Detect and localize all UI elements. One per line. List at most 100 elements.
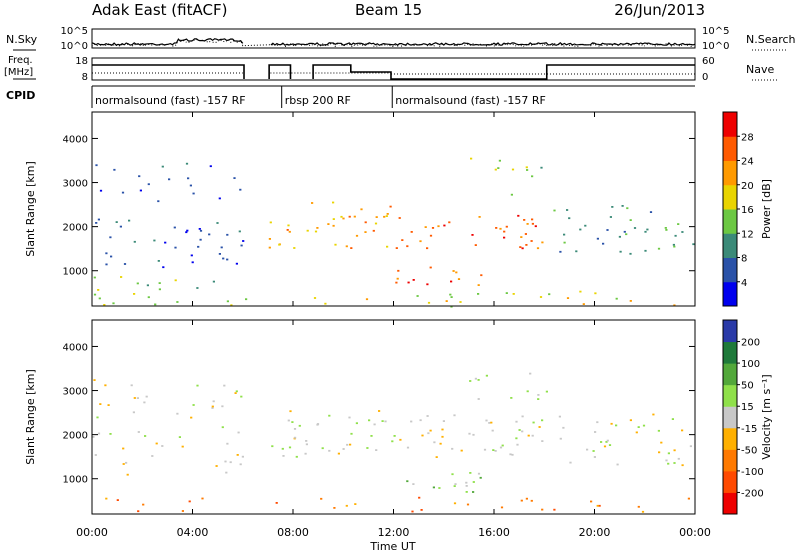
range-cell	[334, 243, 337, 246]
range-cell	[657, 247, 661, 250]
range-cell	[289, 410, 292, 413]
range-cell	[306, 229, 309, 232]
range-cell	[268, 238, 271, 240]
range-cell	[287, 419, 290, 422]
range-cell	[435, 456, 438, 458]
range-cell	[449, 293, 452, 296]
range-cell	[189, 184, 192, 187]
power-colorbar-swatch	[723, 160, 737, 186]
range-cell	[625, 233, 628, 236]
range-cell	[224, 460, 227, 463]
range-cell	[226, 300, 229, 303]
range-cell	[474, 377, 477, 380]
range-cell	[389, 205, 392, 208]
cpid-label: CPID	[6, 89, 35, 102]
range-cell	[485, 419, 488, 422]
range-cell	[233, 177, 236, 179]
range-cell	[593, 456, 596, 458]
range-cell	[234, 392, 237, 394]
range-cell	[316, 423, 319, 426]
range-cell	[211, 407, 214, 409]
time-axis-label: Time UT	[369, 540, 415, 553]
range-cell	[488, 422, 491, 424]
range-cell	[288, 230, 291, 233]
range-cell	[342, 448, 345, 450]
range-cell	[107, 404, 110, 406]
range-cell	[99, 189, 103, 192]
freq-frame	[91, 57, 696, 81]
range-cell	[649, 211, 653, 213]
range-cell	[396, 277, 399, 280]
range-cell	[438, 487, 441, 489]
range-cell	[531, 175, 534, 178]
range-cell	[157, 200, 160, 203]
x-tick-label: 12:00	[378, 526, 410, 539]
range-cell	[235, 262, 238, 265]
power-colorbar-swatch	[723, 257, 737, 283]
range-cell	[610, 422, 613, 425]
range-cell	[532, 421, 535, 424]
range-cell	[332, 201, 335, 204]
range-cell	[598, 504, 601, 507]
range-cell	[453, 485, 456, 487]
range-cell	[385, 215, 388, 217]
range-cell	[155, 442, 158, 445]
time-axis: 00:00 04:00 08:00 12:00 16:00 20:00 00:00	[76, 112, 711, 539]
range-cell	[429, 266, 432, 269]
range-cell	[452, 270, 455, 272]
range-cell	[584, 224, 587, 227]
range-cell	[451, 473, 454, 476]
range-cell	[529, 372, 532, 375]
range-cell	[176, 412, 179, 415]
range-cell	[355, 234, 359, 237]
range-cell	[471, 234, 474, 236]
y-tick-label: 3000	[63, 387, 88, 398]
range-cell	[442, 420, 445, 422]
range-cell	[110, 255, 113, 258]
range-cell	[453, 414, 456, 417]
range-cell	[637, 426, 640, 428]
range-cell	[644, 230, 647, 233]
range-cell	[288, 446, 292, 449]
range-cell	[133, 397, 136, 399]
range-cell	[113, 168, 116, 171]
range-cell	[426, 415, 429, 417]
velocity-colorbar-swatch	[723, 470, 737, 493]
range-cell	[350, 432, 353, 435]
range-cell	[629, 252, 632, 255]
range-cell	[594, 431, 597, 433]
range-cell	[621, 205, 624, 207]
range-cell	[370, 435, 373, 437]
range-cell	[161, 165, 164, 168]
velocity-colorbar-tick-label: -15	[741, 424, 757, 435]
range-cell	[286, 229, 289, 231]
range-cell	[293, 428, 297, 430]
range-cell	[521, 247, 524, 250]
nsky-tick-top: 10^5	[61, 26, 88, 37]
range-cell	[539, 296, 543, 298]
range-cell	[242, 240, 245, 242]
power-colorbar-swatch	[723, 233, 737, 258]
range-cell	[439, 442, 442, 445]
range-cell	[451, 447, 454, 450]
range-cell	[478, 216, 481, 218]
range-cell	[606, 229, 609, 231]
range-cell	[136, 397, 139, 399]
range-cell	[540, 166, 543, 169]
date-title: 26/Jun/2013	[614, 1, 705, 19]
range-cell	[196, 287, 199, 289]
range-cell	[427, 301, 431, 304]
range-cell	[208, 233, 211, 236]
range-cell	[345, 245, 348, 248]
range-cell	[197, 245, 200, 248]
velocity-colorbar-tick-label: -100	[741, 467, 764, 478]
range-cell	[313, 297, 317, 299]
range-cell	[516, 443, 519, 446]
range-cell	[511, 453, 514, 456]
nave-tick-bottom: 0	[702, 72, 708, 83]
range-cell	[407, 281, 410, 284]
range-cell	[327, 223, 330, 225]
range-cell	[534, 225, 537, 228]
range-cell	[221, 426, 224, 429]
range-cell	[139, 189, 142, 192]
